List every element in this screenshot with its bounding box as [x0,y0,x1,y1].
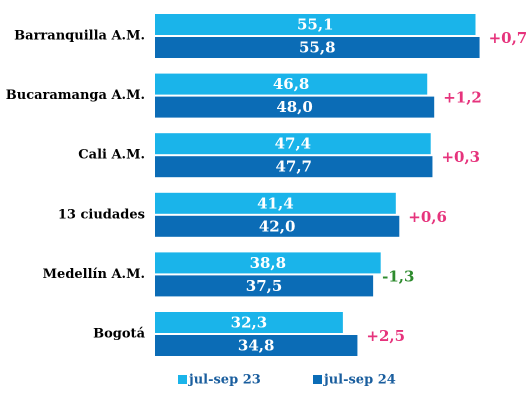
value-label: 55,8 [299,39,336,57]
bar [155,192,396,214]
category-label: Bucaramanga A.M. [6,88,145,103]
value-label: 37,5 [246,277,283,295]
category-label: Bogotá [93,327,145,342]
bar [155,275,374,297]
change-annotation: +0,6 [408,208,447,226]
bar [155,215,400,237]
legend-swatch [178,375,187,384]
value-label: 47,7 [275,158,312,176]
category-label: Cali A.M. [78,148,145,163]
legend-swatch [313,375,322,384]
category-label: 13 ciudades [58,207,145,222]
value-label: 46,8 [273,75,310,93]
bar [155,14,476,35]
value-label: 34,8 [238,337,275,355]
bar [155,335,358,356]
value-label: 55,1 [297,16,334,34]
bar [155,133,431,155]
change-annotation: -1,3 [382,267,414,285]
bar [155,96,435,118]
value-label: 38,8 [250,254,287,272]
change-annotation: +2,5 [366,327,405,345]
bar [155,252,381,274]
change-annotation: +0,7 [489,29,528,47]
bar [155,73,428,95]
value-label: 42,0 [259,217,296,235]
legend-label: jul-sep 23 [188,373,261,388]
value-label: 47,4 [275,135,312,153]
value-label: 32,3 [231,314,268,332]
category-label: Medellín A.M. [43,267,145,282]
change-annotation: +0,3 [441,148,480,166]
category-label: Barranquilla A.M. [14,29,145,44]
value-label: 48,0 [276,98,313,116]
legend-label: jul-sep 24 [323,373,396,388]
change-annotation: +1,2 [443,89,482,107]
bar [155,37,480,58]
bar [155,312,343,333]
bar [155,156,433,178]
value-label: 41,4 [257,194,294,212]
